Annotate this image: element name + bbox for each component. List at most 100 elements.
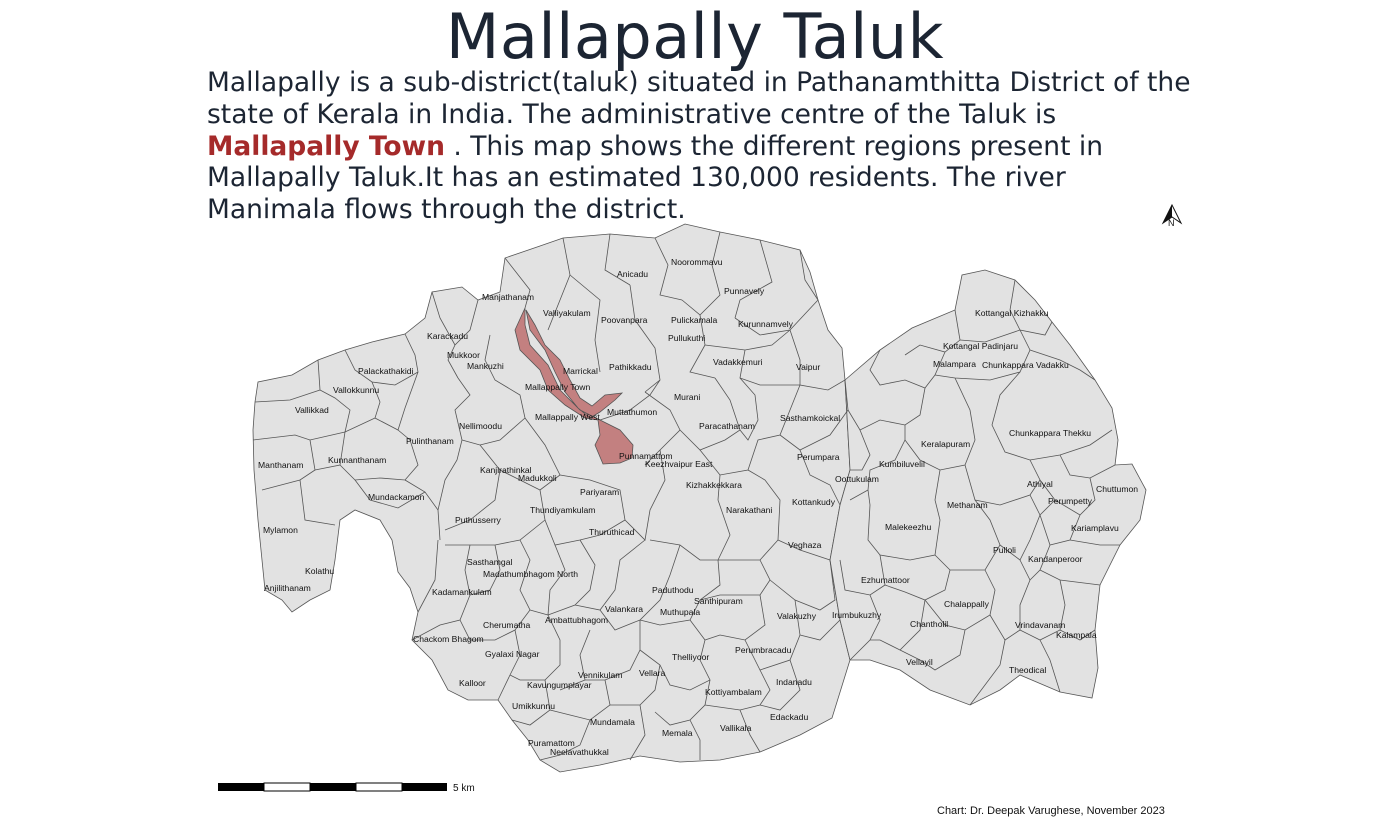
region-label: Karackadu <box>427 331 468 341</box>
region-label: Narakathani <box>726 505 772 515</box>
region-label: Thundiyamkulam <box>530 505 595 515</box>
region-label: Theodical <box>1009 665 1046 675</box>
region-label: Sasthamgal <box>467 557 512 567</box>
region-label: Pulickamala <box>671 315 718 325</box>
region-label: Mankuzhi <box>467 361 504 371</box>
region-label: Mukkoor <box>447 350 480 360</box>
region-label: Vallikkad <box>295 405 329 415</box>
region-label: Perumpara <box>797 452 840 462</box>
region-label: Kavungumplayar <box>527 680 592 690</box>
region-label: Paracathanam <box>699 421 755 431</box>
region-label: Muttathumon <box>607 407 657 417</box>
region-label: Chackom Bhagom <box>413 634 484 644</box>
region-label: Vallikala <box>720 723 752 733</box>
region-label: Gyalaxi Nagar <box>485 649 540 659</box>
region-label: Vennikulam <box>578 670 622 680</box>
region-label: Thuruthicad <box>589 527 635 537</box>
region-label: Pariyaram <box>580 487 619 497</box>
chart-credit: Chart: Dr. Deepak Varughese, November 20… <box>937 805 1165 817</box>
region-label: Chuttumon <box>1096 484 1138 494</box>
region-label: Neelavathukkal <box>550 747 609 757</box>
region-label: Paduthodu <box>652 585 694 595</box>
region-label: Mallappally Town <box>525 382 591 392</box>
scale-bar: 5 km <box>218 782 475 794</box>
region-label: Valliyakulam <box>543 308 591 318</box>
region-label: Keezhvaipur East <box>645 459 713 469</box>
region-label: Kandanperoor <box>1028 554 1083 564</box>
map-description: Mallapally is a sub-district(taluk) situ… <box>207 67 1197 226</box>
region-label: Kottiyambalam <box>705 687 762 697</box>
map-regions <box>252 223 1147 773</box>
region-label: Kalampala <box>1056 630 1097 640</box>
region-label: Indanadu <box>776 677 812 687</box>
region-label: Kadamankulam <box>432 587 492 597</box>
region-label: Anicadu <box>617 269 648 279</box>
region-label: Kumbiluvelil <box>879 459 925 469</box>
region-label: Vellara <box>639 668 665 678</box>
region-label: Kurunnamvely <box>738 319 794 329</box>
region-label: Kanjirathinkal <box>480 465 532 475</box>
region-label: Perumpetty <box>1048 496 1093 506</box>
region-label: Ezhumattoor <box>861 575 910 585</box>
region-label: Chunkappara Vadakku <box>982 360 1069 370</box>
region-label: Keralapuram <box>921 439 970 449</box>
region-label: Anjilithanam <box>264 583 311 593</box>
north-arrow-icon: N <box>1161 203 1183 228</box>
region-label: Pulloli <box>993 545 1016 555</box>
region-label: Pulinthanam <box>406 436 454 446</box>
mallappally-town-region[interactable] <box>514 307 634 465</box>
map-title: Mallapally Taluk <box>445 0 945 73</box>
region-label: Veghaza <box>788 540 822 550</box>
region-label: Valakuzhy <box>777 611 817 621</box>
region-label: Umikkunnu <box>512 701 555 711</box>
region-label: Chantholil <box>910 619 948 629</box>
region-label: Madathumbhagom North <box>483 569 578 579</box>
region-label: Kizhakkekkara <box>686 480 742 490</box>
region-label: Methanam <box>947 500 988 510</box>
region-label: Mylamon <box>263 525 298 535</box>
region-label: Vrindavanam <box>1015 620 1065 630</box>
region-label: Mundackamon <box>368 492 425 502</box>
region-label: Irumbukuzhy <box>832 610 882 620</box>
region-label: Chunkappara Thekku <box>1009 428 1091 438</box>
region-label: Marrickal <box>563 366 598 376</box>
region-label: Puramattom <box>528 738 575 748</box>
region-label: Kariamplavu <box>1071 523 1119 533</box>
region-label: Manjathanam <box>482 292 534 302</box>
highlighted-town-name: Mallapally Town <box>207 130 445 162</box>
region-label: Palackathakidi <box>358 366 414 376</box>
region-label: Vellayil <box>906 657 933 667</box>
region-label: Mundamala <box>590 717 635 727</box>
region-label: Pullukuthi <box>668 333 705 343</box>
region-label: Thelliyoor <box>672 652 709 662</box>
region-label: Malampara <box>933 359 976 369</box>
region-label: Perumbracadu <box>735 645 792 655</box>
region-label: Murani <box>674 392 700 402</box>
region-label: Kottankudy <box>792 497 836 507</box>
region-label: Cherumatha <box>483 620 531 630</box>
region-label: Kunnanthanam <box>328 455 386 465</box>
region-label: Vaipur <box>796 362 820 372</box>
region-label: Mallappally West <box>535 412 600 422</box>
region-label: Kottangal Padinjaru <box>943 341 1018 351</box>
region-label: Madukkoli <box>518 473 557 483</box>
region-label: Oottukulam <box>835 474 879 484</box>
region-label: Ambattubhagom <box>545 615 608 625</box>
region-label: Kalloor <box>459 678 486 688</box>
region-labels: Noorommavu Anicadu Punnavely Manjathanam Val… <box>258 257 1138 757</box>
region-label: Manthanam <box>258 460 303 470</box>
region-label: Valankara <box>605 604 643 614</box>
region-label: Poovanpara <box>601 315 648 325</box>
region-label: Athiyal <box>1027 479 1053 489</box>
region-label: Vallokkunnu <box>333 385 379 395</box>
region-label: Malekeezhu <box>885 522 932 532</box>
description-text: Mallapally is a sub-district(taluk) situ… <box>207 67 1191 130</box>
region-label: Santhipuram <box>694 596 743 606</box>
region-label: Pathikkadu <box>609 362 652 372</box>
region-label: Vadakkemuri <box>713 357 763 367</box>
description-text-continued: . This map shows the different regions p… <box>207 130 1104 226</box>
region-label: Kottangal Kizhakku <box>975 308 1049 318</box>
north-arrow-label: N <box>1168 218 1175 228</box>
region-label: Chalappally <box>944 599 990 609</box>
